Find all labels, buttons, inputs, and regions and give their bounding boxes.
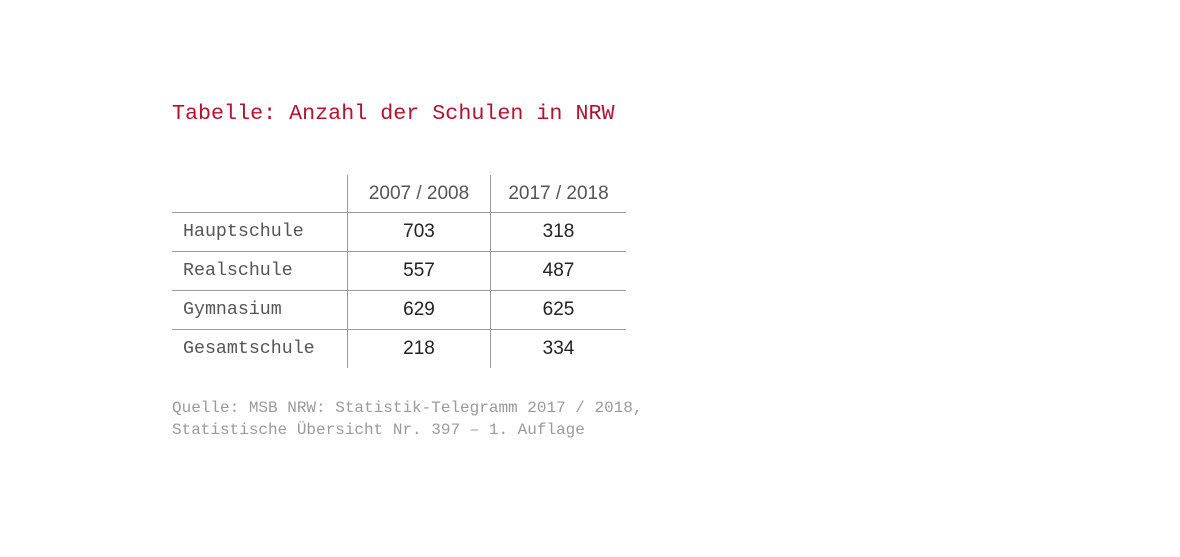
source-line-1: Quelle: MSB NRW: Statistik-Telegramm 201…	[172, 399, 643, 417]
table-row: Hauptschule 703 318	[172, 212, 626, 252]
schools-table: 2007 / 2008 2017 / 2018 Hauptschule 703 …	[172, 175, 626, 368]
table-title: Tabelle: Anzahl der Schulen in NRW	[172, 101, 615, 126]
cell-value: 218	[347, 329, 491, 368]
source-note: Quelle: MSB NRW: Statistik-Telegramm 201…	[172, 397, 642, 441]
cell-value: 334	[490, 329, 626, 368]
header-2017-2018: 2017 / 2018	[490, 175, 626, 213]
table-row: Gesamtschule 218 334	[172, 329, 626, 368]
row-label: Realschule	[172, 251, 348, 291]
row-label: Gesamtschule	[172, 329, 348, 368]
source-line-2: Statistische Übersicht Nr. 397 – 1. Aufl…	[172, 421, 585, 439]
cell-value: 557	[347, 251, 491, 291]
header-row: 2007 / 2008 2017 / 2018	[172, 175, 626, 213]
table-row: Realschule 557 487	[172, 251, 626, 291]
header-empty	[172, 175, 348, 213]
cell-value: 703	[347, 212, 491, 252]
cell-value: 629	[347, 290, 491, 330]
table-row: Gymnasium 629 625	[172, 290, 626, 330]
cell-value: 318	[490, 212, 626, 252]
row-label: Gymnasium	[172, 290, 348, 330]
row-label: Hauptschule	[172, 212, 348, 252]
cell-value: 625	[490, 290, 626, 330]
cell-value: 487	[490, 251, 626, 291]
header-2007-2008: 2007 / 2008	[347, 175, 491, 213]
